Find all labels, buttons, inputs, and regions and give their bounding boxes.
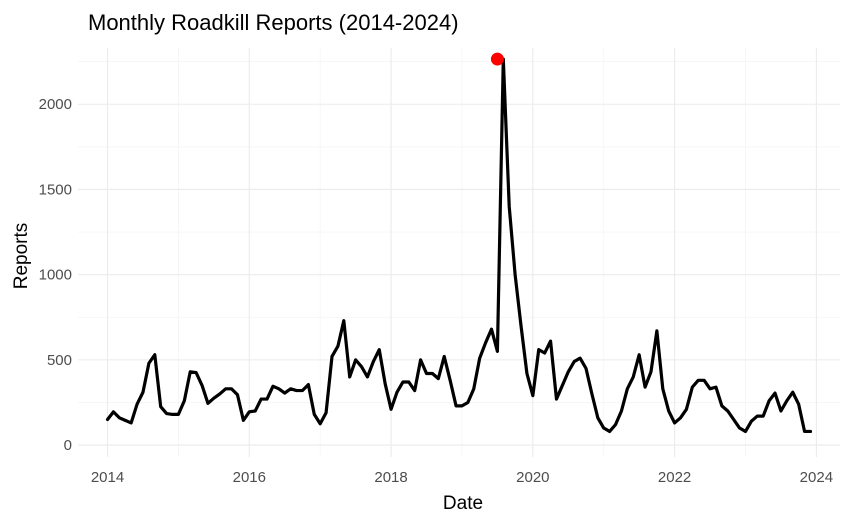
x-tick-label: 2018	[374, 469, 407, 486]
x-tick-label: 2016	[233, 469, 266, 486]
y-axis-ticks: 0 500 1000 1500 2000	[39, 96, 72, 454]
x-tick-label: 2024	[800, 469, 833, 486]
x-tick-label: 2022	[658, 469, 691, 486]
plot-grid	[78, 48, 840, 457]
y-tick-label: 0	[64, 437, 72, 454]
y-tick-label: 1500	[39, 181, 72, 198]
x-tick-label: 2020	[516, 469, 549, 486]
x-axis-ticks: 2014 2016 2018 2020 2022 2024	[91, 469, 833, 486]
y-axis-title: Reports	[11, 223, 32, 290]
x-tick-label: 2014	[91, 469, 124, 486]
y-tick-label: 500	[47, 352, 72, 369]
peak-highlight-point	[490, 52, 504, 66]
series-line	[105, 57, 813, 434]
x-axis-title: Date	[443, 493, 483, 514]
chart-title: Monthly Roadkill Reports (2014-2024)	[88, 10, 459, 35]
y-tick-label: 2000	[39, 96, 72, 113]
y-tick-label: 1000	[39, 267, 72, 284]
